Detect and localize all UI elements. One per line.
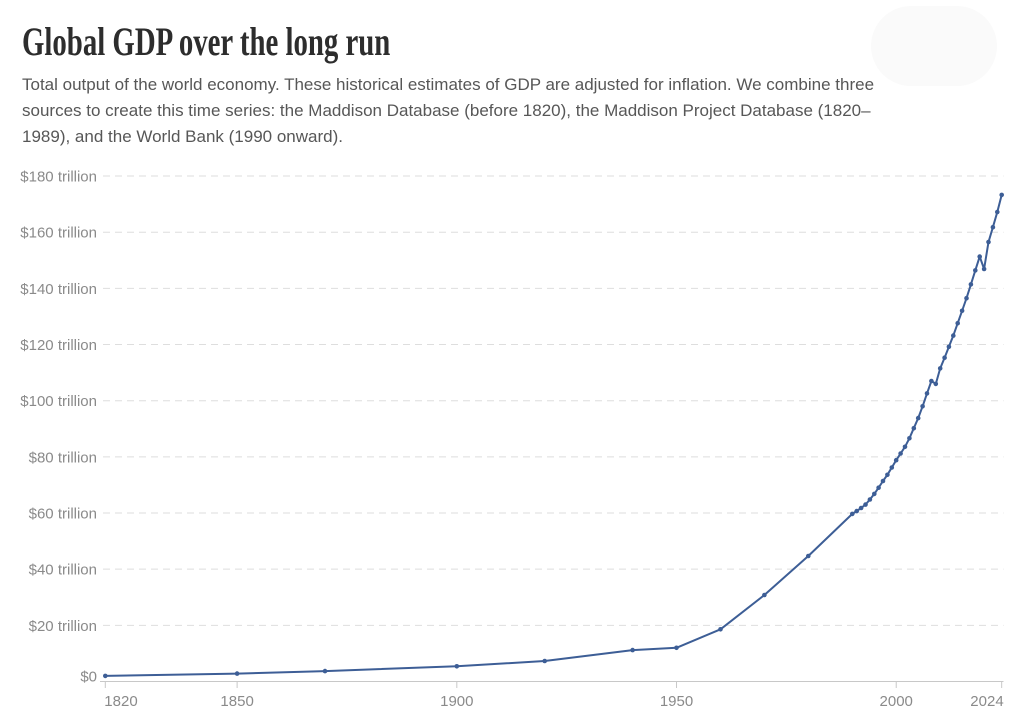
gdp-data-point[interactable] — [893, 457, 899, 463]
gdp-data-point[interactable] — [850, 511, 855, 517]
gdp-data-point[interactable] — [898, 451, 903, 456]
gdp-data-point[interactable] — [863, 502, 868, 507]
chart-header: Global GDP over the long run Total outpu… — [22, 0, 1002, 147]
gdp-data-point[interactable] — [876, 485, 881, 491]
gdp-data-point[interactable] — [234, 671, 240, 676]
gdp-data-point[interactable] — [920, 404, 925, 409]
y-axis-label: $160 trillion — [20, 225, 97, 242]
gdp-data-point[interactable] — [902, 444, 908, 450]
y-axis-label: $100 trillion — [20, 393, 97, 410]
y-axis-label: $120 trillion — [20, 337, 97, 354]
x-axis-label: 1850 — [220, 693, 253, 710]
gdp-data-point[interactable] — [990, 224, 996, 230]
gdp-data-point[interactable] — [762, 592, 767, 598]
gdp-data-point[interactable] — [924, 391, 930, 396]
gdp-data-point[interactable] — [718, 627, 723, 632]
gdp-data-point[interactable] — [911, 425, 917, 431]
gdp-data-point[interactable] — [867, 497, 873, 502]
y-axis-label: $20 trillion — [29, 618, 97, 635]
gdp-data-point[interactable] — [880, 478, 886, 484]
gdp-data-point[interactable] — [981, 266, 987, 272]
chart-title: Global GDP over the long run — [22, 19, 391, 64]
gdp-data-point[interactable] — [999, 192, 1004, 198]
chart-subtitle: Total output of the world economy. These… — [22, 75, 875, 146]
gdp-data-point[interactable] — [858, 505, 864, 511]
gdp-data-point[interactable] — [630, 647, 635, 653]
y-axis-label: $0 — [80, 669, 97, 686]
gdp-data-point[interactable] — [929, 378, 934, 384]
x-axis-label: 2000 — [880, 693, 913, 710]
gdp-data-point[interactable] — [933, 381, 939, 387]
gdp-data-point[interactable] — [542, 658, 547, 664]
owid-logo-placeholder — [871, 6, 997, 86]
y-axis-label: $180 trillion — [20, 169, 97, 186]
gdp-data-point[interactable] — [322, 668, 328, 674]
gdp-data-point[interactable] — [907, 436, 912, 441]
gdp-data-point[interactable] — [959, 308, 965, 314]
x-axis-label: 1900 — [440, 693, 473, 710]
gdp-data-point[interactable] — [454, 664, 460, 669]
gdp-data-point[interactable] — [986, 239, 991, 245]
gdp-data-point[interactable] — [968, 282, 974, 287]
gdp-data-point[interactable] — [946, 344, 952, 350]
gdp-data-point[interactable] — [942, 355, 947, 361]
gdp-line[interactable] — [104, 193, 1003, 677]
gdp-data-point[interactable] — [103, 673, 108, 679]
gdp-data-point[interactable] — [915, 415, 921, 421]
gdp-data-point[interactable] — [973, 268, 978, 273]
x-axis-label: 1820 — [104, 693, 137, 710]
y-axis-label: $80 trillion — [29, 449, 97, 466]
y-axis-label: $140 trillion — [20, 281, 97, 298]
gdp-data-point[interactable] — [964, 295, 969, 301]
gdp-data-point[interactable] — [806, 553, 811, 559]
x-axis-label: 2024 — [970, 693, 1003, 710]
x-axis-label: 1950 — [660, 693, 693, 710]
gdp-data-point[interactable] — [951, 333, 956, 338]
gdp-data-point[interactable] — [937, 366, 943, 371]
gdp-data-point[interactable] — [889, 465, 895, 470]
gdp-data-point[interactable] — [885, 472, 890, 478]
gdp-data-point[interactable] — [674, 645, 679, 651]
gdp-data-point[interactable] — [955, 320, 960, 326]
gdp-data-point[interactable] — [995, 209, 1000, 215]
y-axis-label: $60 trillion — [29, 506, 97, 523]
gdp-data-point[interactable] — [854, 508, 859, 514]
y-axis-label: $40 trillion — [29, 562, 97, 579]
gdp-data-point[interactable] — [977, 254, 982, 259]
gdp-data-point[interactable] — [872, 491, 877, 497]
